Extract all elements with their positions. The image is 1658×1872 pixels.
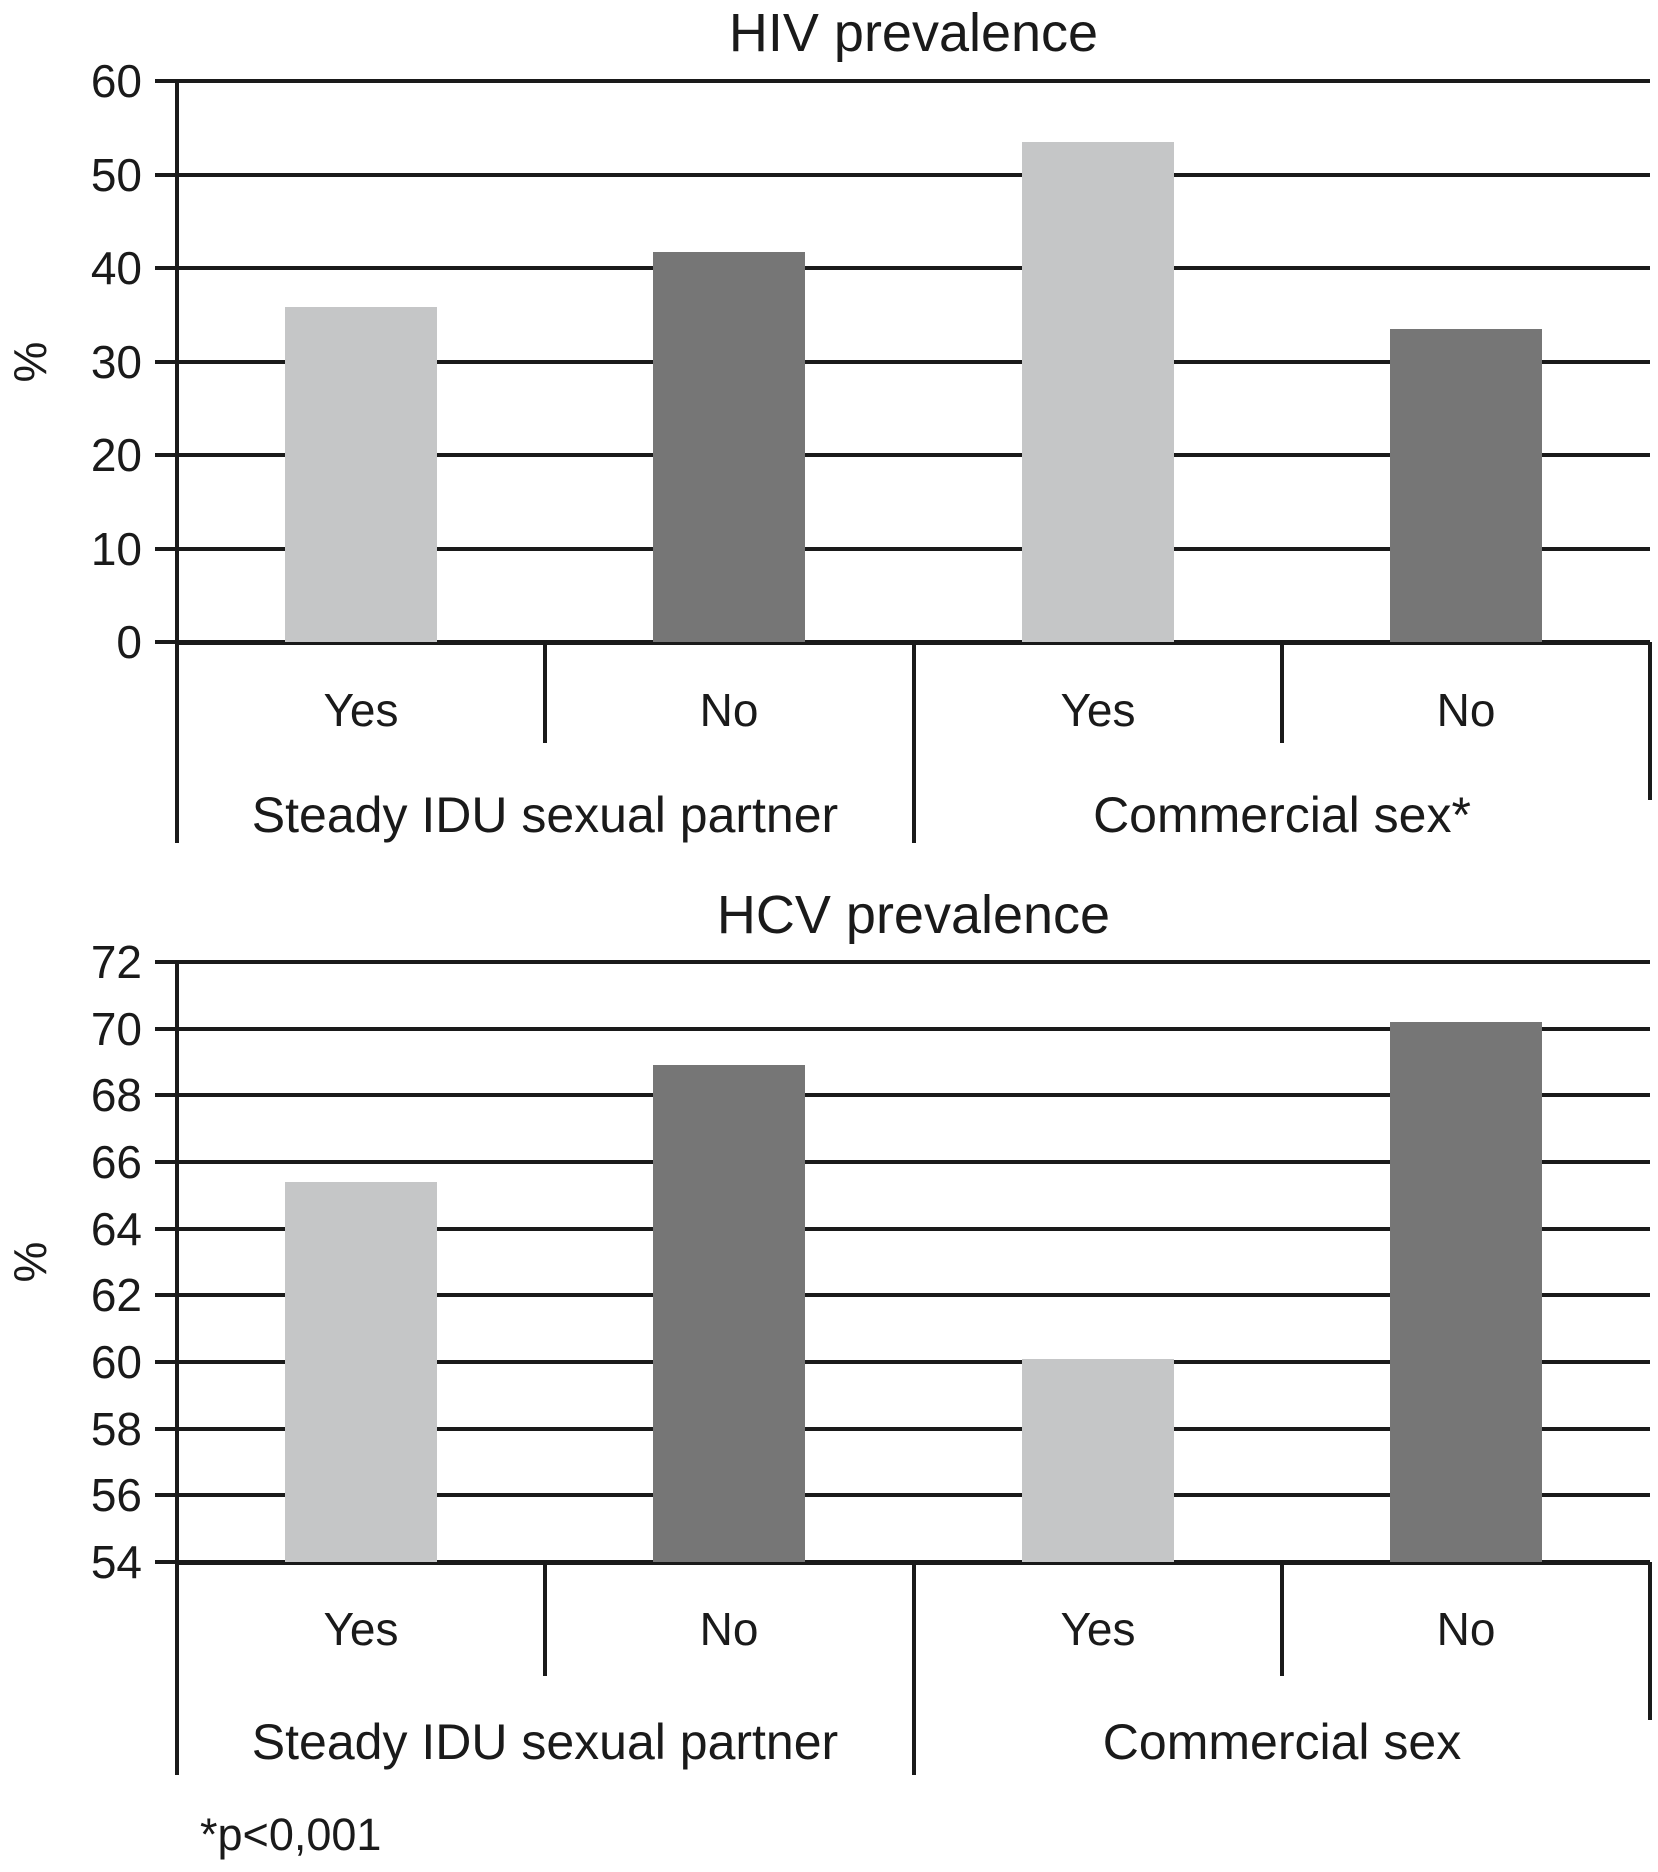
y-axis-line (175, 960, 179, 1775)
x-category-label: Yes (323, 1603, 399, 1655)
x-category-label: No (699, 1603, 759, 1655)
y-tick-label: 40 (90, 242, 142, 294)
y-tick (155, 1427, 177, 1431)
x-group-label: Commercial sex (1102, 1714, 1462, 1770)
gridline (177, 1160, 1650, 1164)
x-category-label: Yes (1060, 1603, 1136, 1655)
y-tick-label: 0 (116, 616, 142, 668)
y-tick (155, 1227, 177, 1231)
y-tick-label: 64 (90, 1203, 142, 1255)
gridline (177, 960, 1650, 964)
y-tick (155, 360, 177, 364)
x-category-label: Yes (323, 684, 399, 736)
footnote: *p<0,001 (200, 1809, 382, 1860)
x-category-label: Yes (1060, 684, 1136, 736)
x-group-label: Commercial sex* (1093, 787, 1471, 843)
y-tick (155, 1360, 177, 1364)
chart-title: HCV prevalence (716, 885, 1111, 945)
plot-right-edge (1648, 1562, 1652, 1720)
bar-steady-idu-yes (285, 1182, 437, 1562)
y-tick (155, 547, 177, 551)
y-tick (155, 640, 177, 644)
y-tick (155, 1560, 177, 1564)
y-tick-label: 70 (90, 1003, 142, 1055)
gridline (177, 173, 1650, 177)
gridline (177, 1360, 1650, 1364)
y-tick (155, 960, 177, 964)
gridline (177, 1493, 1650, 1497)
x-category-label: No (1436, 684, 1496, 736)
bar-commercial-sex-no (1390, 1022, 1542, 1562)
bar-steady-idu-yes (285, 307, 437, 642)
y-tick (155, 1027, 177, 1031)
x-group-label: Steady IDU sexual partner (251, 787, 839, 843)
y-tick-label: 60 (90, 55, 142, 107)
bar-steady-idu-no (653, 252, 805, 642)
gridline (177, 1027, 1650, 1031)
y-tick-label: 30 (90, 336, 142, 388)
y-tick-label: 66 (90, 1136, 142, 1188)
gridline (177, 1293, 1650, 1297)
gridline (177, 547, 1650, 551)
gridline (177, 1427, 1650, 1431)
bar-steady-idu-no (653, 1065, 805, 1562)
gridline (177, 1093, 1650, 1097)
category-divider (543, 1562, 547, 1676)
y-tick-label: 62 (90, 1269, 142, 1321)
y-axis-line (175, 79, 179, 843)
category-divider (1280, 642, 1284, 743)
y-tick (155, 453, 177, 457)
group-divider (912, 642, 916, 843)
gridline (177, 360, 1650, 364)
y-tick (155, 79, 177, 83)
y-tick-label: 10 (90, 523, 142, 575)
category-divider (543, 642, 547, 743)
bar-commercial-sex-yes (1022, 142, 1174, 642)
x-category-label: No (1436, 1603, 1496, 1655)
gridline (177, 1227, 1650, 1231)
y-tick (155, 1493, 177, 1497)
category-divider (1280, 1562, 1284, 1676)
y-tick (155, 1093, 177, 1097)
gridline (177, 266, 1650, 270)
y-tick (155, 266, 177, 270)
x-category-label: No (699, 684, 759, 736)
y-tick-label: 60 (90, 1336, 142, 1388)
y-tick (155, 1160, 177, 1164)
plot-right-edge (1648, 642, 1652, 800)
gridline (177, 453, 1650, 457)
y-tick-label: 56 (90, 1469, 142, 1521)
y-tick-label: 72 (90, 936, 142, 988)
group-divider (912, 1562, 916, 1775)
chart-title: HIV prevalence (728, 3, 1099, 63)
y-tick-label: 54 (90, 1536, 142, 1588)
x-group-label: Steady IDU sexual partner (251, 1714, 839, 1770)
gridline (177, 79, 1650, 83)
y-tick (155, 173, 177, 177)
y-tick-label: 58 (90, 1403, 142, 1455)
bar-commercial-sex-yes (1022, 1359, 1174, 1562)
y-tick-label: 20 (90, 429, 142, 481)
y-tick-label: 68 (90, 1069, 142, 1121)
bar-commercial-sex-no (1390, 329, 1542, 642)
y-tick (155, 1293, 177, 1297)
y-tick-label: 50 (90, 149, 142, 201)
